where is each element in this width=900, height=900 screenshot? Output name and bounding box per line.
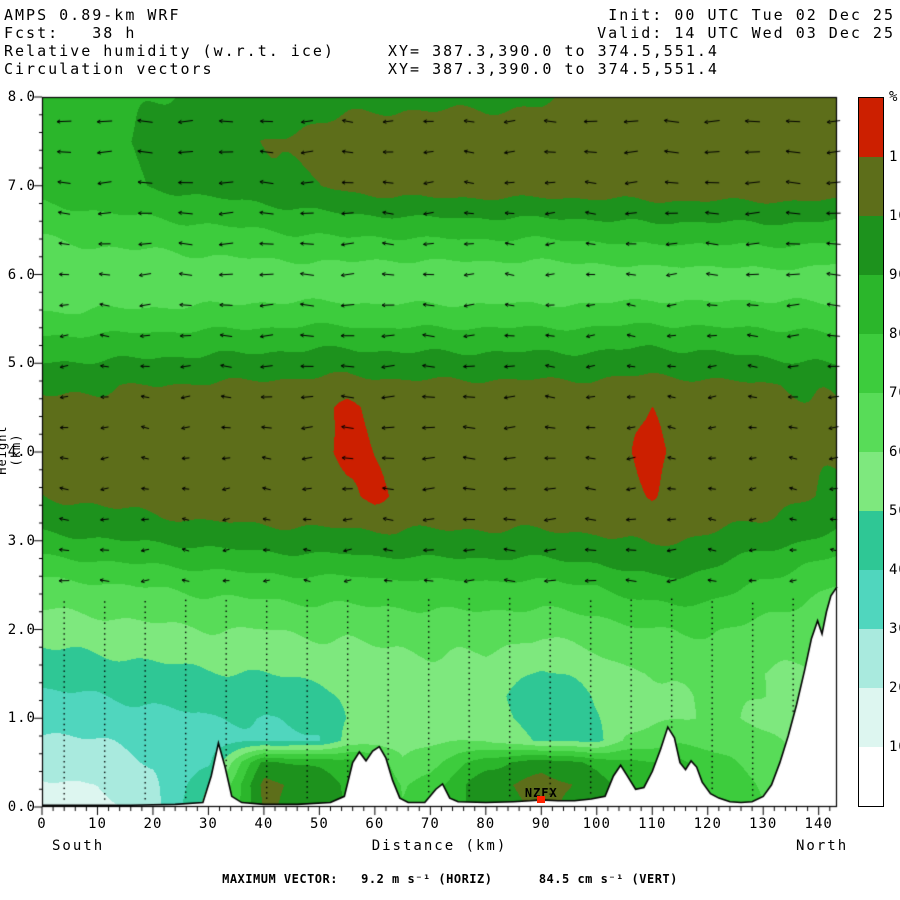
colorbar-tick-label: 30	[889, 621, 900, 637]
x-tick-label: 0	[37, 816, 47, 832]
field-name-vectors: Circulation vectors	[4, 60, 214, 78]
colorbar	[858, 97, 884, 807]
colorbar-cell	[859, 452, 883, 511]
init-time: Init: 00 UTC Tue 02 Dec 25	[608, 6, 895, 24]
colorbar-tick-label: 100	[889, 208, 900, 224]
header-line-2: Fcst: 38 h Valid: 14 UTC Wed 03 Dec 25	[0, 24, 900, 43]
y-tick-label: 1.0	[7, 710, 36, 727]
colorbar-tick-label: 80	[889, 326, 900, 342]
colorbar-cell	[859, 98, 883, 157]
y-tick-label: 8.0	[7, 89, 36, 105]
x-tick-label: 60	[365, 816, 385, 832]
colorbar-cell	[859, 157, 883, 216]
x-tick-label: 140	[804, 816, 833, 832]
colorbar-tick-label: 70	[889, 385, 900, 401]
cross-section-coords-1: XY= 387.3,390.0 to 374.5,551.4	[388, 42, 719, 60]
header-line-1: AMPS 0.89-km WRF Init: 00 UTC Tue 02 Dec…	[0, 6, 900, 25]
y-tick-label: 7.0	[7, 177, 36, 194]
x-tick-label: 130	[749, 816, 778, 832]
max-vector-caption: MAXIMUM VECTOR: 9.2 m s⁻¹ (HORIZ) 84.5 c…	[222, 872, 678, 886]
y-tick-label: 6.0	[7, 266, 36, 283]
colorbar-tick-label: 60	[889, 444, 900, 460]
y-tick-label: 2.0	[7, 621, 36, 638]
colorbar-tick-label: 20	[889, 680, 900, 696]
x-tick-label: 20	[143, 816, 163, 832]
y-tick-label: 4.0	[7, 444, 36, 460]
colorbar-tick-label: 50	[889, 503, 900, 519]
y-tick-label: 3.0	[7, 532, 36, 549]
field-name-humidity: Relative humidity (w.r.t. ice)	[4, 42, 335, 60]
x-tick-label: 70	[420, 816, 440, 832]
x-tick-label: 120	[693, 816, 722, 832]
x-tick-label: 40	[254, 816, 274, 832]
x-tick-label: 90	[531, 816, 551, 832]
y-tick-label: 0.0	[7, 799, 36, 815]
colorbar-cell	[859, 629, 883, 688]
y-tick-label: 5.0	[7, 355, 36, 372]
model-title: AMPS 0.89-km WRF	[4, 6, 181, 24]
colorbar-cell	[859, 275, 883, 334]
x-axis-label: Distance (km)	[371, 838, 508, 854]
station-label: NZFX	[524, 786, 558, 800]
colorbar-cell	[859, 747, 883, 806]
colorbar-cell	[859, 393, 883, 452]
south-label: South	[52, 838, 105, 854]
x-tick-label: 100	[582, 816, 611, 832]
x-tick-label: 50	[309, 816, 329, 832]
x-tick-label: 80	[476, 816, 496, 832]
x-tick-label: 110	[638, 816, 667, 832]
x-tick-label: 10	[88, 816, 107, 832]
colorbar-units: %	[889, 89, 898, 105]
cross-section-coords-2: XY= 387.3,390.0 to 374.5,551.4	[388, 60, 719, 78]
x-tick-label: 30	[198, 816, 218, 832]
colorbar-cell	[859, 688, 883, 747]
header-line-3: Relative humidity (w.r.t. ice) XY= 387.3…	[0, 42, 900, 61]
colorbar-cell	[859, 334, 883, 393]
colorbar-cell	[859, 511, 883, 570]
cross-section-canvas	[30, 90, 850, 818]
header-line-4: Circulation vectors XY= 387.3,390.0 to 3…	[0, 60, 900, 79]
colorbar-tick-label: 90	[889, 267, 900, 283]
colorbar-tick-label: 110	[889, 149, 900, 165]
colorbar-tick-label: 40	[889, 562, 900, 578]
station-marker	[537, 796, 546, 803]
north-label: North	[796, 838, 849, 854]
colorbar-cell	[859, 216, 883, 275]
forecast-hour: Fcst: 38 h	[4, 24, 137, 42]
valid-time: Valid: 14 UTC Wed 03 Dec 25	[597, 24, 895, 42]
colorbar-tick-label: 10	[889, 739, 900, 755]
colorbar-cell	[859, 570, 883, 629]
